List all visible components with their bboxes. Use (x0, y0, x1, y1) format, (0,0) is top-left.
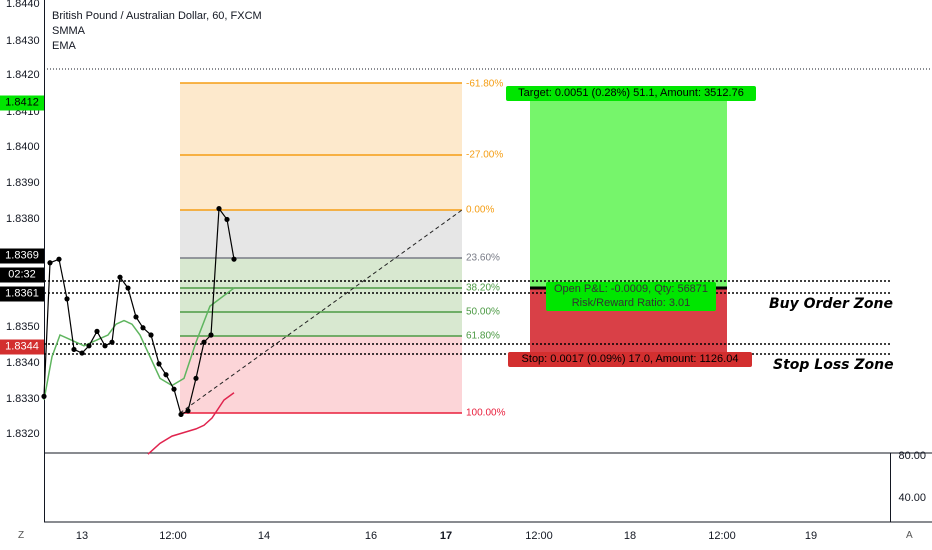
last-price-badge: 1.8369 (0, 248, 44, 264)
risk-reward-text: Risk/Reward Ratio: 3.01 (571, 297, 691, 309)
price-point (56, 256, 62, 262)
stop-loss-zone-label: Stop Loss Zone (773, 357, 894, 373)
chart-legend: British Pound / Australian Dollar, 60, F… (52, 9, 262, 54)
fib-zone-gray (180, 210, 462, 258)
price-tick: 1.8440 (6, 0, 40, 10)
price-tick: 1.8400 (6, 141, 40, 153)
time-tick: 18 (623, 530, 637, 542)
price-point (178, 411, 184, 418)
price-point (140, 325, 146, 331)
fib-trend-line (179, 209, 463, 414)
price-point (148, 332, 154, 338)
fib-label: -61.80% (466, 78, 504, 90)
price-point (86, 343, 92, 349)
price-point (163, 372, 169, 378)
symbol-title[interactable]: British Pound / Australian Dollar, 60, F… (52, 10, 262, 22)
fib-zone-red (180, 336, 462, 413)
price-tick: 1.8350 (6, 321, 40, 333)
smma-line (43, 287, 235, 401)
price-point (231, 256, 237, 262)
time-tick: 12:00 (159, 530, 187, 542)
bar-countdown-badge: 02:32 (0, 267, 44, 283)
ema-line (147, 392, 235, 455)
price-point (41, 393, 47, 399)
time-tick: 12:00 (525, 530, 553, 542)
fib-label: -27.00% (466, 149, 504, 161)
fib-label: 61.80% (466, 330, 500, 342)
entry-price-badge: 1.8361 (0, 286, 44, 302)
price-points (41, 206, 237, 418)
fib-label: 23.60% (466, 252, 500, 264)
price-tick: 1.8390 (6, 177, 40, 189)
price-tick: 1.8320 (6, 428, 40, 440)
price-tick: 1.8380 (6, 213, 40, 225)
price-point (193, 375, 199, 381)
price-tick: 1.8330 (6, 393, 40, 405)
time-tick: 14 (257, 530, 271, 542)
target-zone[interactable] (530, 94, 727, 288)
price-point (71, 346, 77, 353)
price-point (109, 339, 115, 345)
time-tick: 12:00 (708, 530, 736, 542)
price-point (171, 386, 177, 392)
price-point (79, 350, 85, 356)
time-tick: 13 (75, 530, 89, 542)
osc-tick: 80.00 (898, 450, 926, 462)
price-point (94, 328, 100, 334)
open-pnl-text: Open P&L: -0.0009, Qty: 56871 (553, 283, 709, 295)
price-point (133, 314, 139, 320)
target-price-badge: 1.8412 (0, 95, 44, 111)
stop-price-badge: 1.8344 (0, 339, 44, 355)
price-point (125, 285, 131, 291)
price-point (47, 260, 53, 266)
price-point (156, 361, 162, 367)
fib-level-lines (180, 82, 462, 414)
ema-legend[interactable]: EMA (52, 40, 76, 52)
price-point (224, 216, 230, 223)
auto-scale-toggle[interactable]: A (906, 530, 913, 541)
price-point (216, 206, 222, 212)
target-info-box[interactable]: Target: 0.0051 (0.28%) 51.1, Amount: 351… (506, 86, 756, 101)
pnl-info-box[interactable]: Open P&L: -0.0009, Qty: 56871 Risk/Rewar… (546, 282, 716, 311)
price-point (64, 296, 70, 302)
price-tick: 1.8340 (6, 357, 40, 369)
stop-info-box[interactable]: Stop: 0.0017 (0.09%) 17.0, Amount: 1126.… (508, 352, 752, 367)
fib-zone-green (180, 258, 462, 336)
price-point (117, 274, 123, 280)
timezone-toggle[interactable]: Z (18, 530, 25, 541)
time-tick: 16 (364, 530, 378, 542)
osc-tick: 40.00 (898, 492, 926, 504)
buy-order-zone-label: Buy Order Zone (769, 296, 893, 312)
smma-legend[interactable]: SMMA (52, 25, 85, 37)
fib-label: 38.20% (466, 282, 500, 294)
fib-label: 50.00% (466, 306, 500, 318)
price-tick: 1.8420 (6, 69, 40, 81)
price-point (201, 339, 207, 345)
time-tick: 19 (804, 530, 818, 542)
price-point (185, 408, 191, 414)
price-point (102, 343, 108, 349)
price-point (208, 332, 214, 338)
fib-label: 100.00% (466, 407, 506, 419)
fib-zone-orange (180, 83, 462, 210)
price-tick: 1.8430 (6, 35, 40, 47)
time-tick: 17 (439, 530, 453, 542)
fib-label: 0.00% (466, 204, 495, 216)
